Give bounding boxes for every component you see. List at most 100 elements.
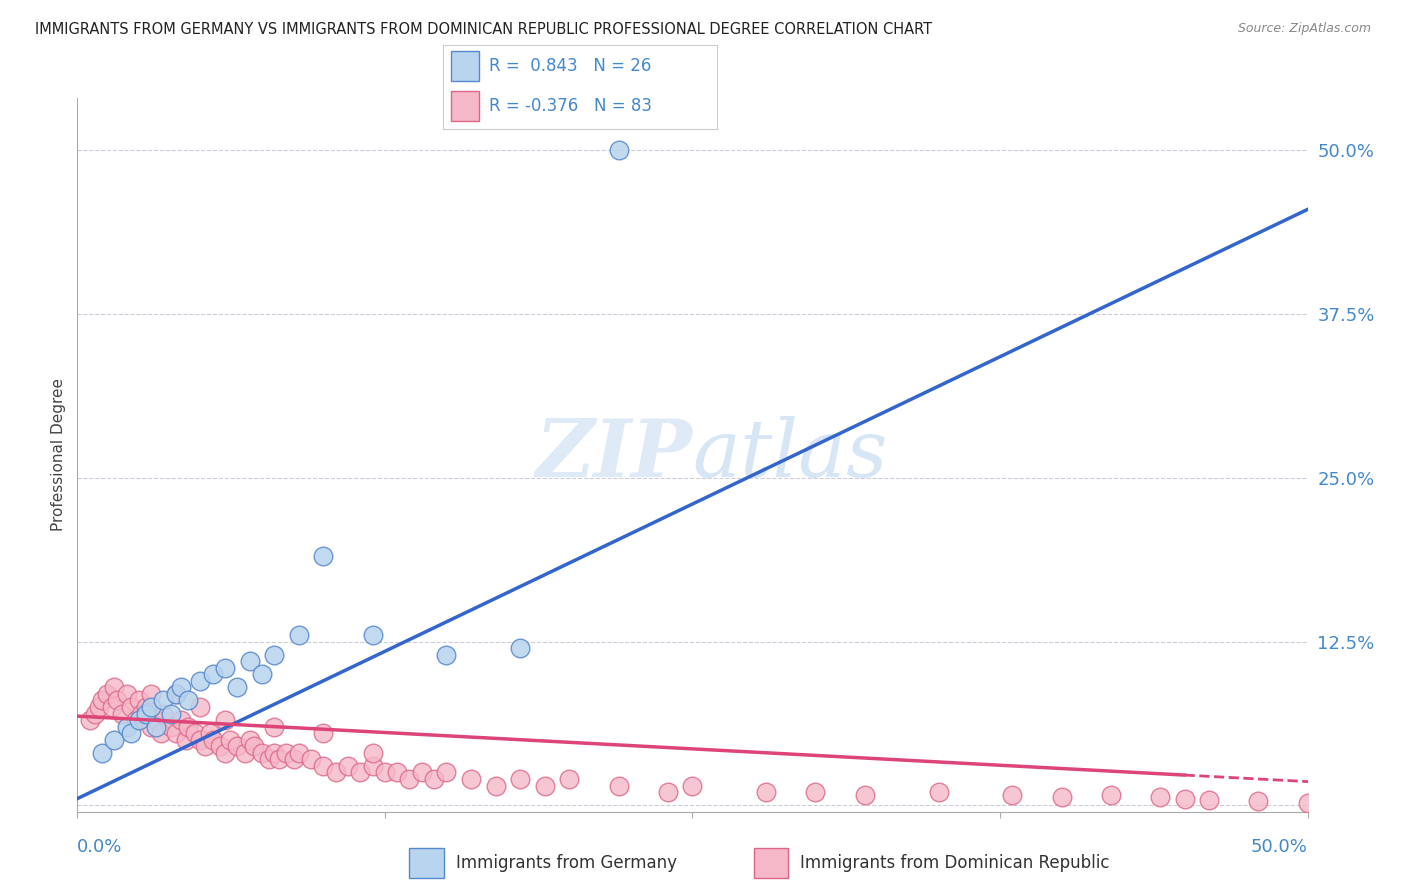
Point [1247, 794, 1270, 808]
Point [152, 693, 174, 707]
Bar [754, 848, 789, 878]
Point [460, 772, 482, 786]
Point [374, 765, 396, 780]
Point [349, 765, 371, 780]
Point [121, 726, 143, 740]
Point [259, 752, 281, 766]
Point [361, 628, 384, 642]
Bar [451, 91, 478, 120]
Point [83, 706, 105, 721]
Point [312, 759, 335, 773]
Point [607, 779, 630, 793]
Text: R =  0.843   N = 26: R = 0.843 N = 26 [489, 57, 652, 75]
Point [79, 713, 101, 727]
Point [89, 700, 111, 714]
Point [177, 720, 200, 734]
Point [177, 693, 200, 707]
Point [1296, 796, 1319, 810]
Point [312, 726, 335, 740]
Point [188, 673, 212, 688]
Point [411, 765, 433, 780]
Point [239, 654, 262, 668]
Text: R = -0.376   N = 83: R = -0.376 N = 83 [489, 97, 652, 115]
Point [201, 667, 224, 681]
Point [509, 641, 531, 656]
Point [361, 746, 384, 760]
Point [141, 720, 163, 734]
Point [214, 746, 236, 760]
Text: ZIP: ZIP [536, 417, 693, 493]
Point [250, 746, 273, 760]
Point [485, 779, 508, 793]
Point [150, 726, 173, 740]
Point [90, 693, 114, 707]
Point [361, 759, 384, 773]
Point [165, 726, 187, 740]
Point [263, 746, 285, 760]
Bar [409, 848, 444, 878]
Point [105, 693, 128, 707]
Point [423, 772, 446, 786]
Point [1050, 790, 1073, 805]
Text: IMMIGRANTS FROM GERMANY VS IMMIGRANTS FROM DOMINICAN REPUBLIC PROFESSIONAL DEGRE: IMMIGRANTS FROM GERMANY VS IMMIGRANTS FR… [35, 22, 932, 37]
Point [337, 759, 360, 773]
Point [1198, 793, 1220, 807]
Point [170, 713, 193, 727]
Point [226, 739, 249, 754]
Point [1149, 790, 1171, 805]
Point [288, 746, 311, 760]
Point [233, 746, 256, 760]
Point [209, 739, 232, 754]
Point [174, 732, 197, 747]
Text: Immigrants from Dominican Republic: Immigrants from Dominican Republic [800, 854, 1109, 872]
Point [135, 706, 157, 721]
Point [312, 549, 335, 564]
Point [170, 681, 193, 695]
Point [135, 700, 157, 714]
Point [141, 700, 163, 714]
Bar [451, 52, 478, 81]
Point [243, 739, 266, 754]
Point [239, 732, 262, 747]
Point [1099, 788, 1122, 802]
Point [558, 772, 581, 786]
Text: 50.0%: 50.0% [1251, 838, 1308, 856]
Point [509, 772, 531, 786]
Point [1174, 791, 1197, 805]
Point [160, 720, 183, 734]
Point [200, 726, 222, 740]
Point [125, 713, 148, 727]
Point [250, 667, 273, 681]
Point [276, 746, 298, 760]
Point [188, 700, 212, 714]
Point [288, 628, 311, 642]
Point [121, 700, 143, 714]
Point [214, 713, 236, 727]
Point [128, 693, 150, 707]
Point [188, 732, 212, 747]
Point [214, 661, 236, 675]
Point [436, 765, 458, 780]
Point [1001, 788, 1024, 802]
Point [152, 706, 174, 721]
Point [129, 706, 153, 721]
Point [325, 765, 347, 780]
Point [928, 785, 950, 799]
Point [263, 720, 285, 734]
Point [101, 700, 124, 714]
Point [682, 779, 704, 793]
Point [128, 713, 150, 727]
Point [115, 720, 138, 734]
Point [853, 788, 876, 802]
Text: 0.0%: 0.0% [77, 838, 122, 856]
Point [299, 752, 322, 766]
Point [657, 785, 679, 799]
Point [804, 785, 827, 799]
Point [283, 752, 305, 766]
Point [398, 772, 420, 786]
Point [755, 785, 778, 799]
Text: Source: ZipAtlas.com: Source: ZipAtlas.com [1237, 22, 1371, 36]
Point [145, 720, 167, 734]
Point [607, 144, 630, 158]
Point [160, 706, 183, 721]
